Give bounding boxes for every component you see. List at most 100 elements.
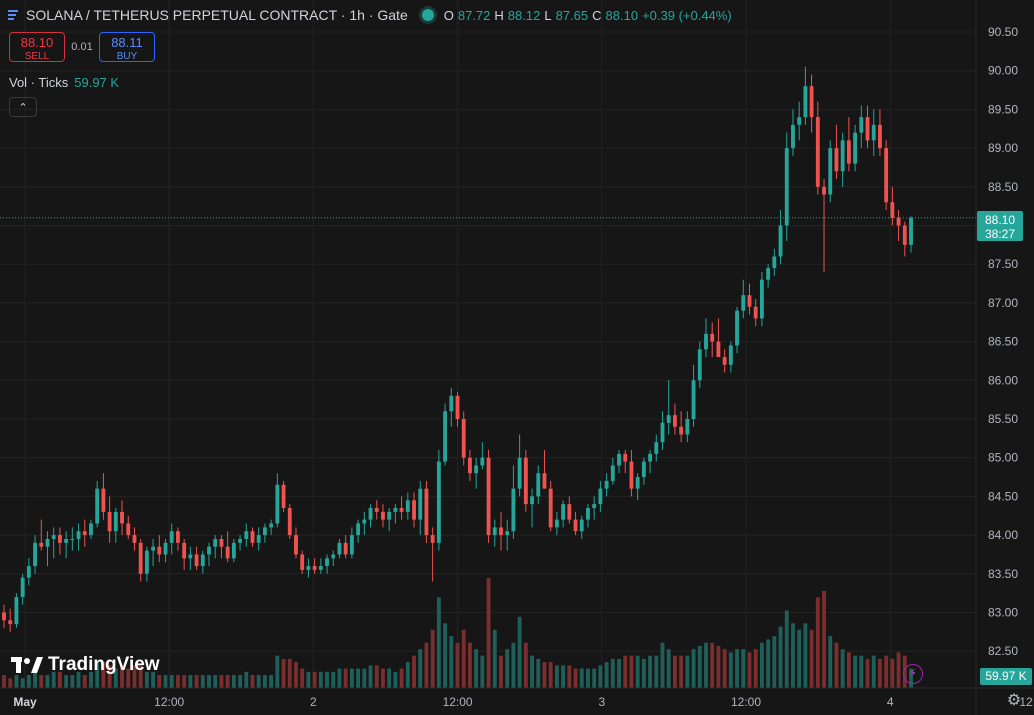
volume-bar [331, 671, 336, 688]
tradingview-logo[interactable]: TradingView [11, 654, 160, 676]
volume-bar [213, 675, 218, 688]
candle-body [492, 527, 497, 536]
candle-body [902, 225, 907, 245]
candle-body [523, 457, 528, 505]
volume-bar [399, 668, 404, 688]
volume-bar [356, 668, 361, 688]
volume-bar [113, 668, 118, 688]
candle-body [51, 535, 56, 539]
candle-body [784, 148, 789, 226]
market-open-dot [421, 9, 434, 21]
volume-bar [554, 665, 559, 688]
candle-body [573, 519, 578, 532]
candle-body [113, 511, 118, 532]
candle-body [231, 542, 236, 559]
candle-body [262, 527, 267, 536]
candle-body [219, 538, 224, 547]
candle-body [144, 550, 149, 574]
volume-bar [492, 629, 497, 688]
time-axis[interactable]: May12:00212:00312:00412:00512:00612:0071… [0, 687, 1034, 709]
candle-body [443, 411, 448, 462]
series-menu-icon[interactable] [8, 9, 20, 21]
candle-body [238, 538, 242, 543]
volume-bar [449, 636, 454, 688]
volume-bar [778, 626, 783, 688]
volume-bar [648, 655, 653, 688]
price-tick-label: 86.50 [988, 335, 1018, 349]
symbol-title[interactable]: SOLANA / TETHERUS PERPETUAL CONTRACT · 1… [26, 7, 408, 23]
volume-bar [163, 675, 168, 688]
candle-body [815, 117, 820, 187]
volume-bar [878, 658, 882, 688]
candle-body [318, 566, 323, 570]
lightning-icon[interactable]: ⚡ [903, 664, 923, 684]
candle-body [362, 519, 367, 524]
candle-body [511, 488, 516, 532]
volume-bar [791, 623, 795, 688]
sell-button[interactable]: 88.10 SELL [9, 32, 65, 62]
series-legend: SOLANA / TETHERUS PERPETUAL CONTRACT · 1… [8, 7, 732, 23]
volume-bar [884, 655, 889, 688]
open-value: 87.72 [457, 7, 491, 23]
candle-body [648, 453, 653, 462]
volume-bar [443, 623, 448, 688]
volume-bar [256, 675, 261, 688]
candle-body [554, 519, 559, 528]
price-tick-label: 87.50 [988, 257, 1018, 271]
price-tick-label: 85.00 [988, 451, 1018, 465]
volume-label: Vol · Ticks [9, 75, 69, 90]
candle-body [294, 535, 298, 555]
volume-bar [871, 655, 876, 688]
price-axis[interactable]: 90.5090.0089.5089.0088.5088.0087.5087.00… [975, 0, 1018, 715]
volume-bar [343, 668, 348, 688]
logo-text: TradingView [48, 654, 160, 675]
volume-bar [815, 597, 820, 688]
volume-bar [381, 668, 385, 688]
candle-body [157, 546, 162, 555]
price-tick-label: 89.00 [988, 141, 1018, 155]
time-tick-label: 3 [598, 695, 605, 709]
candle-body [728, 345, 733, 365]
volume-bar [728, 652, 733, 688]
volume-bar [641, 658, 646, 688]
collapse-legend-button[interactable]: ⌃ [9, 97, 37, 117]
volume-bar [660, 642, 665, 688]
volume-bars [2, 578, 913, 688]
candle-body [424, 488, 429, 536]
volume-bar [107, 665, 112, 688]
candle-body [722, 357, 727, 365]
volume-bar [759, 642, 764, 688]
candle-body [45, 538, 50, 547]
candle-body [822, 186, 826, 195]
candle-body [138, 542, 143, 574]
candle-body [300, 554, 305, 570]
volume-bar [219, 675, 224, 688]
volume-bar [567, 665, 572, 688]
volume-legend[interactable]: Vol · Ticks 59.97 K [9, 75, 119, 90]
volume-bar [436, 597, 441, 688]
candle-body [685, 419, 690, 435]
volume-bar [151, 671, 156, 688]
candle-body [250, 531, 255, 543]
volume-bar [424, 642, 429, 688]
volume-bar [70, 675, 75, 688]
volume-bar [654, 655, 659, 688]
volume-bar [82, 675, 87, 688]
volume-bar [523, 642, 528, 688]
ohlc-values: O 87.72 H 88.12 L 87.65 C 88.10 +0.39 (+0.44… [444, 8, 732, 23]
volume-bar [461, 629, 466, 688]
volume-bar [225, 675, 230, 688]
candle-body [312, 566, 317, 570]
high-label: H [494, 7, 504, 23]
candle-body [834, 148, 839, 172]
buy-button[interactable]: 88.11 BUY [99, 32, 155, 62]
gear-icon[interactable]: ⚙ [1006, 692, 1022, 709]
candle-body [287, 508, 292, 536]
candle-body [710, 333, 715, 342]
candle-body [14, 597, 19, 625]
candle-body [909, 217, 913, 245]
candle-body [791, 124, 795, 149]
price-tick-label: 83.00 [988, 606, 1018, 620]
candle-body [840, 140, 845, 172]
